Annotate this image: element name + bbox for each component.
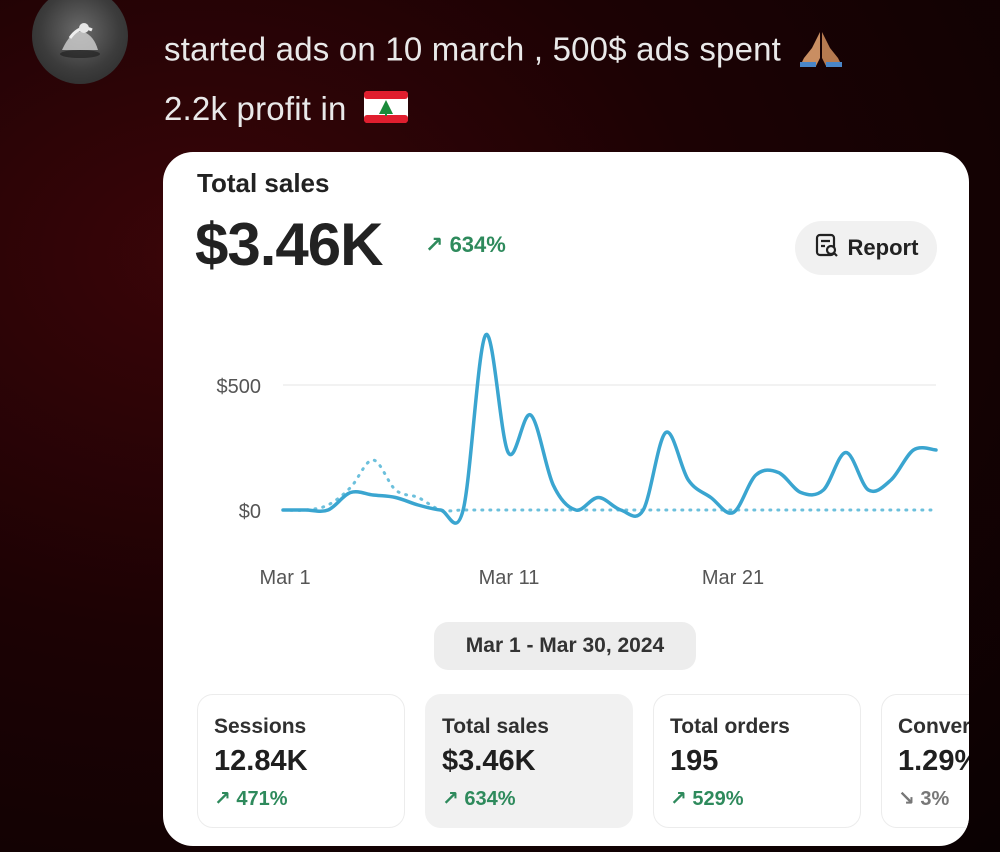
total-sales-delta: ↗ 634% [425,232,506,257]
metric-total-sales[interactable]: Total sales $3.46K ↗ 634% [425,694,633,828]
post-text-line-1: started ads on 10 march , 500$ ads spent [164,28,844,76]
lebanon-flag-icon [363,91,408,131]
sales-card: Total sales $3.46K ↗ 634% Report $500 $0… [163,152,969,846]
metric-delta: ↘ 3% [898,788,950,810]
post-text-line-2: 2.2k profit in [164,90,408,131]
metric-total-orders[interactable]: Total orders 195 ↗ 529% [653,694,861,828]
metric-label: Conversion rate [898,715,969,738]
arrow-up-right-icon: ↗ [670,788,687,810]
y-tick-0: $0 [239,501,261,523]
arrow-down-right-icon: ↘ [898,788,915,810]
metric-label: Sessions [214,715,307,738]
report-button[interactable]: Report [795,221,937,275]
card-title: Total sales [197,168,330,198]
metric-delta: ↗ 471% [214,788,288,810]
total-sales-value: $3.46K [195,211,383,278]
avatar[interactable] [32,0,128,84]
metric-value: $3.46K [442,745,536,777]
sales-line-chart: $500 $0 Mar 1 Mar 11 Mar 21 [217,333,938,589]
report-icon [814,232,840,264]
metric-conversion-rate[interactable]: Conversion rate 1.29% ↘ 3% [881,694,969,828]
y-tick-500: $500 [217,376,262,398]
metric-value: 12.84K [214,745,308,777]
metric-label: Total orders [670,715,790,738]
date-range-selector[interactable]: Mar 1 - Mar 30, 2024 [434,622,696,670]
arrow-up-right-icon: ↗ [425,232,444,257]
metric-label: Total sales [442,715,549,738]
x-tick-mar-21: Mar 21 [702,567,764,589]
metric-value: 1.29% [898,745,969,777]
sales-series-line [281,333,938,525]
comparison-series-line [281,458,938,513]
username-clipped [162,0,382,6]
arrow-up-right-icon: ↗ [214,788,231,810]
metric-value: 195 [670,745,719,777]
arrow-up-right-icon: ↗ [442,788,459,810]
metric-delta: ↗ 634% [442,788,516,810]
folded-hands-icon [798,28,844,76]
x-tick-mar-1: Mar 1 [259,567,310,589]
x-tick-mar-11: Mar 11 [479,567,540,589]
metric-delta: ↗ 529% [670,788,744,810]
metric-sessions[interactable]: Sessions 12.84K ↗ 471% [197,694,405,828]
